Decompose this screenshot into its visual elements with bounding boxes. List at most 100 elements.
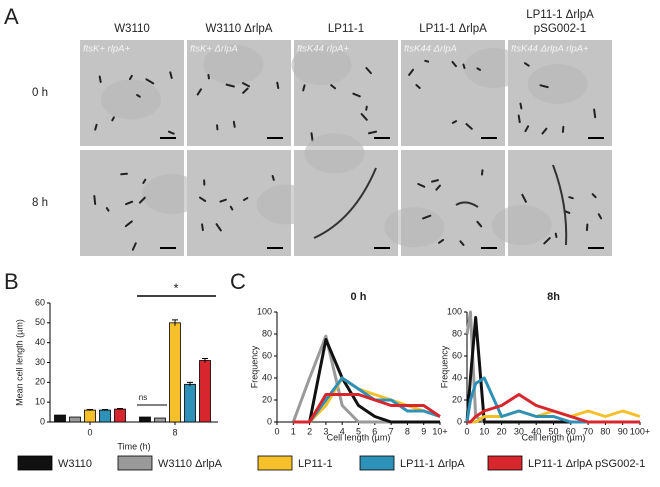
error-bar [117, 408, 123, 410]
cell [360, 113, 368, 121]
x-tick-label: 2 [307, 426, 312, 436]
cell [111, 116, 115, 122]
y-tick-label: 50 [35, 317, 45, 327]
cell [207, 74, 210, 80]
error-bar [202, 358, 208, 363]
legend-swatch [117, 455, 153, 471]
x-tick-label: 0 [274, 426, 279, 436]
cell [519, 102, 523, 110]
x-tick-label: 90 [618, 426, 628, 436]
cell [517, 114, 521, 124]
cell [422, 214, 432, 220]
x-tick-label: 50 [548, 426, 558, 436]
row-label: 8 h [32, 197, 48, 209]
legend-label: LP11-1 [298, 458, 333, 470]
cell [465, 123, 473, 130]
cell [417, 182, 426, 188]
error-bar [102, 409, 108, 411]
x-tick-label: 8 [405, 426, 410, 436]
micrograph-shade [527, 63, 588, 104]
row-label: 0 h [32, 87, 48, 99]
series-line [293, 393, 441, 424]
cell [541, 127, 548, 135]
legend-swatch [257, 455, 293, 471]
cell [330, 84, 337, 90]
filament [313, 167, 377, 239]
error-bar [87, 409, 93, 411]
bar [199, 360, 211, 423]
x-tick-label: 9 [421, 426, 426, 436]
cell [365, 105, 368, 111]
error-bar [187, 381, 193, 387]
legend-label: W3110 ΔrlpA [158, 458, 223, 470]
filament [552, 164, 568, 246]
annotation: * [173, 280, 178, 295]
y-tick-label: 20 [262, 394, 272, 404]
y-tick-label: 40 [452, 372, 462, 382]
cell [523, 62, 530, 67]
legend-label: LP11-1 ΔrlpA [400, 458, 465, 470]
bar [99, 409, 111, 423]
cell [365, 67, 372, 75]
cell [124, 220, 133, 228]
micrograph-shade [491, 205, 552, 246]
y-tick-label: 0 [457, 416, 462, 426]
y-tick-label: 100 [447, 306, 462, 316]
cell [367, 130, 378, 135]
cell [198, 196, 207, 202]
cell [424, 59, 430, 63]
cell [98, 75, 102, 83]
cell [125, 200, 134, 206]
column-header: LP11-1 ΔrlpA pSG002-1 [526, 9, 594, 35]
cell [201, 223, 204, 232]
series-line [293, 376, 441, 424]
column-header: LP11-1 ΔrlpA [419, 23, 487, 35]
cell [591, 193, 597, 199]
chart-title: 0 h [351, 291, 367, 303]
y-tick-label: 10 [35, 397, 45, 407]
cell [415, 84, 421, 89]
y-tick-label: 80 [452, 328, 462, 338]
column-header: LP11-1 [327, 23, 365, 35]
x-tick-label: 70 [583, 426, 593, 436]
legend-label: W3110 [58, 458, 92, 470]
cell [169, 71, 173, 79]
x-tick-label: 10 [479, 426, 489, 436]
y-tick-label: 60 [35, 297, 45, 307]
cell [138, 196, 146, 204]
cell [215, 223, 222, 232]
x-tick-label: 1 [291, 426, 296, 436]
y-tick-label: 20 [35, 377, 45, 387]
cell [94, 123, 98, 131]
cell [408, 68, 415, 76]
x-tick-label: 6 [372, 426, 377, 436]
cell [435, 184, 441, 191]
micrograph-shade [384, 207, 445, 248]
series-line [465, 316, 640, 424]
column-header: W3110 ΔrlpA [205, 23, 273, 35]
micrograph-shade [203, 44, 264, 85]
genotype-label: ftsK+ rlpA+ [83, 44, 130, 55]
cell [136, 94, 141, 98]
bar [184, 383, 196, 423]
genotype-label: ftsK+ ΔrlpA [190, 44, 238, 55]
x-axis-label: Time (h) [117, 441, 150, 451]
y-tick-label: 60 [262, 350, 272, 360]
y-tick-label: 40 [35, 337, 45, 347]
cell [459, 240, 465, 246]
cell [593, 108, 597, 119]
cell [232, 120, 236, 128]
cell [554, 232, 558, 239]
x-tick-label: 100+ [630, 426, 650, 436]
cell [521, 193, 527, 203]
x-tick-label: 3 [323, 426, 328, 436]
legend-label: LP11-1 ΔrlpA pSG002-1 [528, 458, 645, 470]
cell [196, 88, 203, 96]
cell [229, 205, 234, 211]
bar [84, 409, 96, 423]
cell [105, 207, 110, 212]
cell [225, 83, 235, 88]
cell [352, 92, 361, 98]
cell [167, 130, 175, 135]
